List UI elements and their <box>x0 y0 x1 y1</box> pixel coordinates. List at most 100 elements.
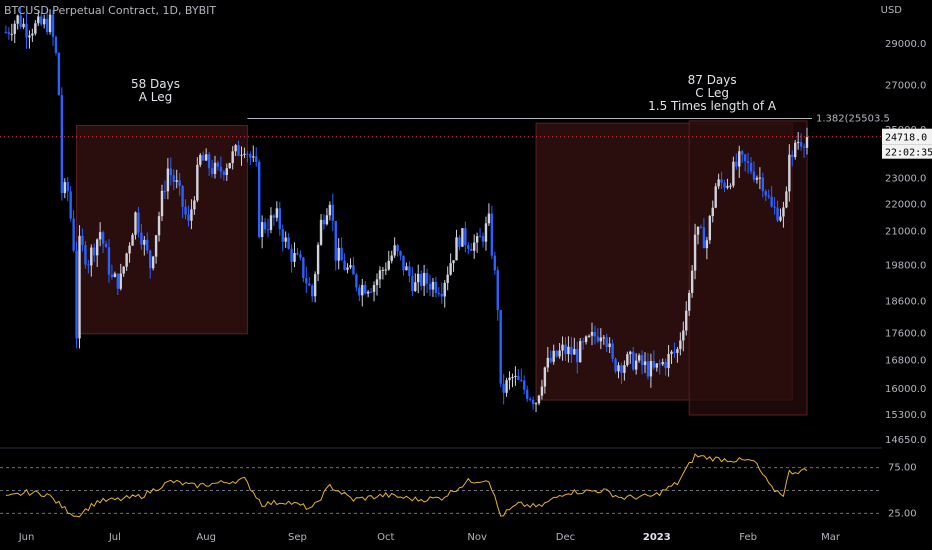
candle-body <box>540 386 544 396</box>
candle-body <box>13 23 16 34</box>
candle-body <box>564 344 567 355</box>
candle-body <box>743 154 747 162</box>
candle-body <box>490 213 494 256</box>
candle-body <box>181 185 184 207</box>
candle-body <box>773 206 776 208</box>
candle-body <box>587 335 591 337</box>
x-tick-label: Jul <box>108 532 121 543</box>
candle-body <box>679 340 682 350</box>
candle-body <box>384 269 388 271</box>
candle-body <box>782 207 785 217</box>
candle-body <box>549 357 552 362</box>
candle-body <box>676 349 679 353</box>
candle-body <box>470 248 473 251</box>
candle-body <box>305 278 308 284</box>
candle-body <box>502 383 505 393</box>
candle-body <box>302 257 305 279</box>
candle-body <box>746 161 750 163</box>
candle-body <box>673 351 676 353</box>
price-tag-value: 24718.0 <box>885 133 927 144</box>
candle-body <box>213 162 217 174</box>
y-tick-label: 22000.0 <box>885 199 926 210</box>
annotation-line: 58 Days <box>131 77 180 91</box>
candle-body <box>791 154 794 158</box>
countdown-value: 22:02:35 <box>885 148 932 159</box>
candle-body <box>717 179 720 187</box>
candle-body <box>531 399 535 405</box>
x-tick-label: Mar <box>821 532 841 543</box>
candle-body <box>455 237 458 261</box>
candle-body <box>48 14 52 32</box>
candle-body <box>761 177 765 192</box>
candle-body <box>702 227 706 249</box>
candle-body <box>299 254 302 258</box>
candle-body <box>93 247 96 256</box>
candle-body <box>419 273 423 286</box>
candle-body <box>799 142 803 147</box>
candle-body <box>422 272 426 286</box>
candle-body <box>51 14 55 37</box>
candle-body <box>146 239 149 251</box>
candle-body <box>755 177 759 180</box>
x-tick-label: Dec <box>556 532 575 543</box>
candle-body <box>40 16 43 25</box>
candle-body <box>19 15 22 28</box>
candle-body <box>7 32 11 34</box>
currency-label: USD <box>880 5 902 16</box>
candle-body <box>738 151 741 167</box>
candle-body <box>785 191 788 208</box>
candle-body <box>693 234 697 271</box>
candle-body <box>649 361 653 377</box>
candle-body <box>431 281 435 290</box>
candle-body <box>340 247 343 261</box>
candle-body <box>555 350 558 357</box>
candle-body <box>393 245 396 256</box>
candle-body <box>770 196 773 207</box>
candle-body <box>573 349 576 355</box>
candle-body <box>204 154 208 161</box>
candle-body <box>222 171 226 175</box>
candle-body <box>199 155 202 165</box>
annotation-line: A Leg <box>139 90 173 104</box>
candle-body <box>425 272 429 284</box>
candle-body <box>69 191 72 219</box>
candle-body <box>143 239 146 245</box>
candle-body <box>605 337 608 348</box>
x-tick-label: Aug <box>196 532 216 543</box>
candle-body <box>25 23 28 38</box>
candle-body <box>110 274 114 278</box>
chart-title: BTCUSD Perpetual Contract, 1D, BYBIT <box>4 4 217 17</box>
candle-body <box>699 226 703 228</box>
x-tick-label: Feb <box>739 532 757 543</box>
candle-body <box>169 168 173 176</box>
candle-body <box>708 216 712 241</box>
candle-body <box>355 274 358 288</box>
candle-body <box>517 375 520 380</box>
candle-body <box>63 182 66 194</box>
candle-body <box>511 377 514 379</box>
candle-body <box>664 361 667 369</box>
candle-body <box>475 236 479 243</box>
candle-body <box>125 253 128 267</box>
candle-body <box>452 260 455 264</box>
candle-body <box>178 180 181 186</box>
candle-body <box>190 209 193 221</box>
candle-body <box>284 237 287 242</box>
candle-body <box>534 403 538 405</box>
candle-body <box>579 341 582 363</box>
candle-body <box>523 380 526 390</box>
candle-body <box>154 235 158 257</box>
candle-body <box>752 171 756 180</box>
candle-body <box>417 273 420 283</box>
candle-body <box>375 279 379 286</box>
candle-body <box>331 204 335 221</box>
y-tick-label: 16000.0 <box>885 384 926 395</box>
candle-body <box>478 236 482 238</box>
candle-body <box>576 349 579 363</box>
candle-body <box>449 263 452 275</box>
candle-body <box>293 252 296 262</box>
candle-body <box>316 244 320 275</box>
candle-body <box>690 270 694 293</box>
candle-body <box>593 331 597 337</box>
